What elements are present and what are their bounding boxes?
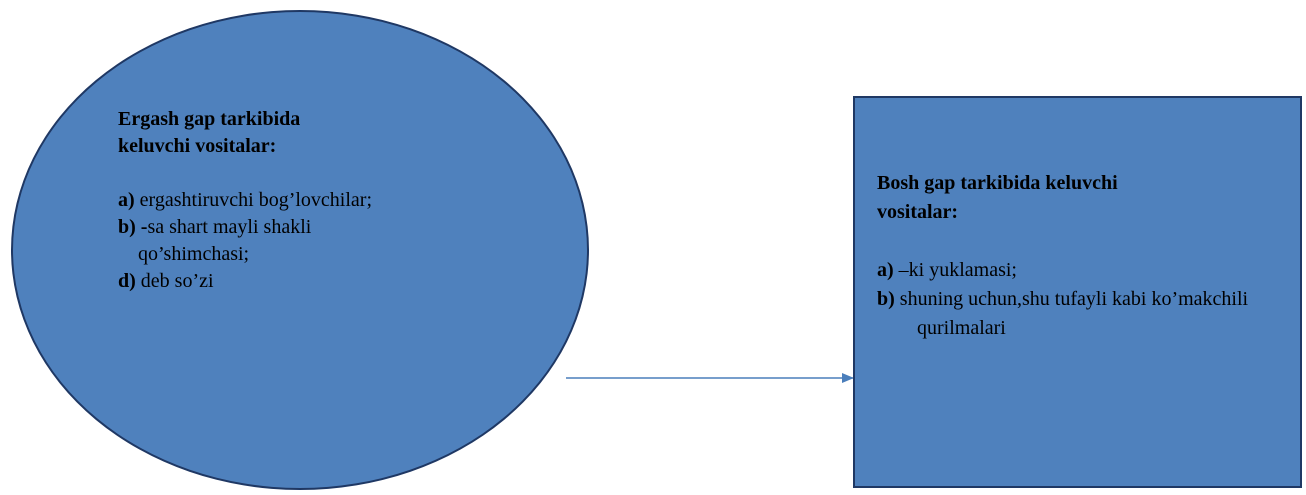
item-marker: b) — [877, 288, 895, 310]
left-node-item-d: d) deb so’zi — [118, 268, 418, 295]
right-node-item-b: b) shuning uchun,shu tufayli kabi ko’mak… — [877, 285, 1277, 343]
item-text: –ki yuklamasi; — [893, 259, 1017, 281]
right-node-title-line2: vositalar: — [877, 201, 959, 223]
item-marker: a) — [877, 259, 894, 281]
right-node-title-line1: Bosh gap tarkibida keluvchi — [877, 172, 1118, 194]
left-node-text: Ergash gap tarkibida keluvchi vositalar:… — [118, 106, 418, 295]
item-marker: a) — [118, 189, 135, 211]
item-marker: d) — [118, 270, 136, 292]
item-text: ergashtiruvchi bog’lovchilar; — [134, 189, 373, 211]
item-text: deb so’zi — [135, 270, 214, 292]
left-node-item-b: b) -sa shart mayli shakli qo’shimchasi; — [118, 214, 418, 268]
item-text: shuning uchun,shu tufayli kabi ko’makchi… — [894, 288, 1249, 339]
right-rectangle-node — [853, 96, 1302, 488]
left-node-item-a: a) ergashtiruvchi bog’lovchilar; — [118, 187, 418, 214]
left-node-title-line2: keluvchi vositalar: — [118, 135, 277, 157]
item-text: sa shart mayli shakli qo’shimchasi; — [138, 216, 312, 265]
item-marker: b) - — [118, 216, 148, 238]
right-node-item-a: a) –ki yuklamasi; — [877, 256, 1277, 285]
left-node-title-line1: Ergash gap tarkibida — [118, 108, 301, 130]
left-ellipse-node — [11, 10, 589, 490]
right-node-text: Bosh gap tarkibida keluvchi vositalar: a… — [877, 169, 1277, 343]
